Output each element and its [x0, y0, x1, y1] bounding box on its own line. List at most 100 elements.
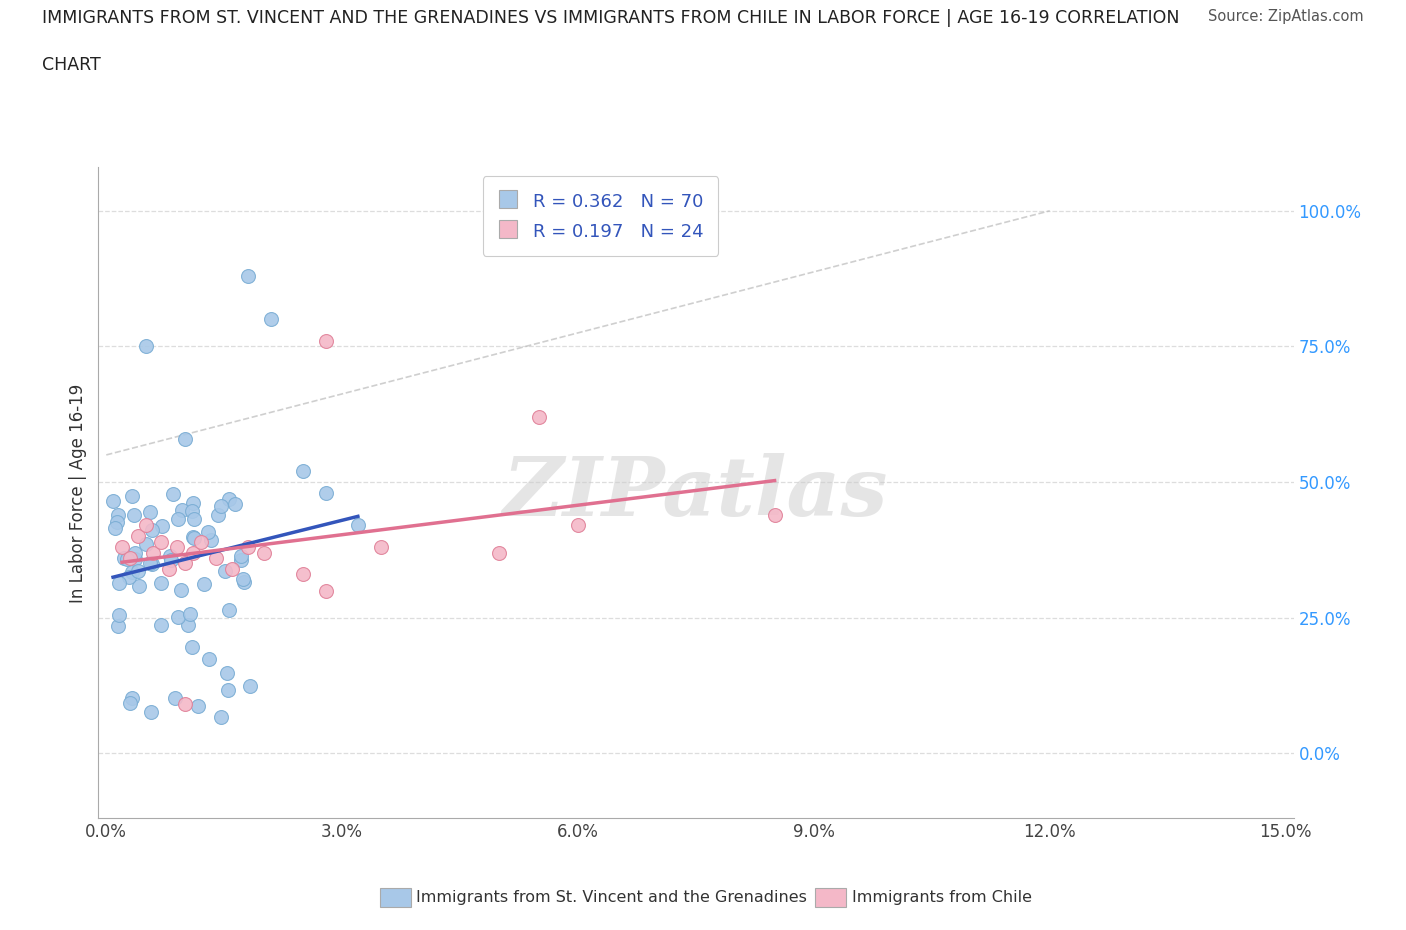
Point — [150, 535, 173, 550]
Point — [181, 640, 204, 655]
Point — [121, 488, 143, 503]
Point — [128, 578, 150, 593]
Point — [200, 532, 222, 547]
Point — [124, 545, 146, 560]
Point — [214, 564, 236, 578]
Point — [112, 551, 135, 565]
Point — [157, 562, 180, 577]
Text: IMMIGRANTS FROM ST. VINCENT AND THE GRENADINES VS IMMIGRANTS FROM CHILE IN LABOR: IMMIGRANTS FROM ST. VINCENT AND THE GREN… — [42, 9, 1180, 27]
Y-axis label: In Labor Force | Age 16-19: In Labor Force | Age 16-19 — [69, 383, 87, 603]
Point — [139, 505, 162, 520]
Text: Source: ZipAtlas.com: Source: ZipAtlas.com — [1208, 9, 1364, 24]
Point — [108, 607, 131, 622]
Point — [167, 512, 190, 526]
Point — [181, 545, 204, 560]
Point — [115, 551, 138, 566]
Point — [142, 545, 165, 560]
Point — [198, 651, 221, 666]
Point — [209, 710, 232, 724]
Point — [166, 539, 188, 554]
Point — [221, 562, 243, 577]
Point — [527, 409, 550, 424]
Point — [122, 508, 145, 523]
Text: ZIPatlas: ZIPatlas — [503, 453, 889, 533]
Point — [260, 312, 283, 326]
Point — [232, 575, 254, 590]
Point — [124, 551, 146, 566]
Point — [149, 576, 172, 591]
Point — [567, 518, 589, 533]
Text: Immigrants from Chile: Immigrants from Chile — [852, 890, 1032, 905]
Legend: R = 0.362   N = 70, R = 0.197   N = 24: R = 0.362 N = 70, R = 0.197 N = 24 — [482, 177, 718, 256]
Point — [141, 705, 163, 720]
Point — [232, 572, 254, 587]
Point — [218, 491, 240, 506]
Point — [127, 564, 149, 578]
Point — [229, 552, 252, 567]
Point — [139, 556, 162, 571]
Point — [205, 551, 228, 565]
Point — [236, 539, 259, 554]
Point — [159, 552, 181, 567]
Point — [174, 556, 197, 571]
Point — [209, 498, 232, 513]
Point — [239, 679, 262, 694]
Point — [150, 518, 173, 533]
Point — [162, 486, 184, 501]
Point — [159, 549, 181, 564]
Point — [105, 514, 128, 529]
Point — [107, 618, 129, 633]
Point — [121, 690, 143, 705]
Point — [763, 507, 786, 522]
Point — [190, 535, 212, 550]
Point — [207, 508, 229, 523]
Point — [197, 525, 219, 539]
Point — [179, 607, 201, 622]
Point — [183, 512, 205, 526]
Point — [120, 696, 142, 711]
Point — [187, 698, 209, 713]
Point — [107, 508, 129, 523]
Point — [370, 539, 392, 554]
Point — [135, 339, 157, 354]
Point — [104, 521, 127, 536]
Point — [174, 432, 197, 446]
Point — [135, 518, 157, 533]
Point — [180, 503, 202, 518]
Text: Immigrants from St. Vincent and the Grenadines: Immigrants from St. Vincent and the Gren… — [416, 890, 807, 905]
Point — [315, 583, 337, 598]
Point — [141, 557, 163, 572]
Point — [215, 666, 238, 681]
Point — [127, 529, 149, 544]
Point — [118, 569, 141, 584]
Point — [291, 567, 314, 582]
Point — [181, 530, 204, 545]
Point — [174, 698, 197, 712]
Point — [177, 618, 200, 632]
Point — [217, 683, 239, 698]
Point — [172, 502, 194, 517]
Point — [121, 565, 143, 580]
Point — [252, 545, 274, 560]
Point — [315, 334, 337, 349]
Point — [236, 269, 259, 284]
Point — [181, 496, 204, 511]
Point — [165, 690, 187, 705]
Point — [111, 539, 134, 554]
Point — [193, 577, 215, 591]
Point — [315, 485, 337, 500]
Point — [488, 545, 510, 560]
Point — [118, 551, 141, 565]
Point — [135, 537, 157, 551]
Point — [347, 518, 370, 533]
Text: CHART: CHART — [42, 56, 101, 73]
Point — [291, 464, 314, 479]
Point — [167, 610, 190, 625]
Point — [229, 548, 252, 563]
Point — [141, 523, 163, 538]
Point — [170, 582, 193, 597]
Point — [224, 497, 246, 512]
Point — [108, 576, 131, 591]
Point — [150, 618, 173, 633]
Point — [218, 603, 240, 618]
